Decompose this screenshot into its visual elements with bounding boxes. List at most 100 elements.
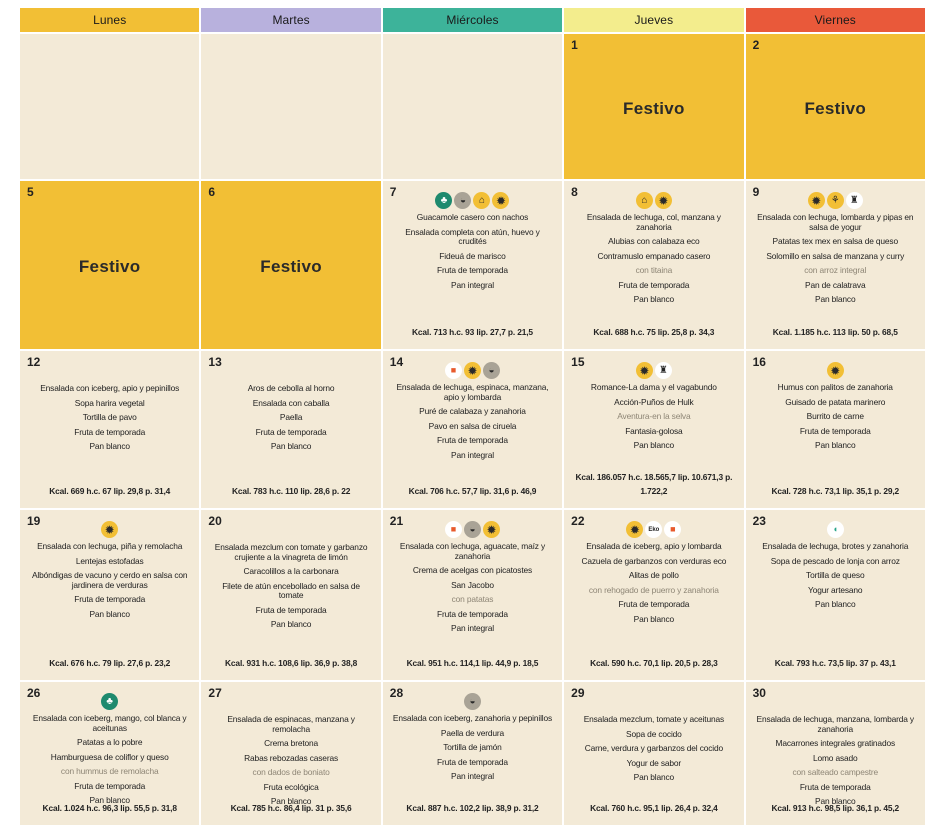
menu-item: Albóndigas de vacuno y cerdo en salsa co… [31,570,188,590]
nutrition-summary: Kcal. 590 h.c. 70,1 lip. 20,5 p. 28,3 [590,658,718,668]
day-cell: 26 ♣ Ensalada con iceberg, mango, col blan… [20,682,200,825]
flag-icon: ■ [664,521,682,538]
menu-item: Fruta de temporada [255,604,327,615]
day-number: 19 [27,514,41,528]
diet-icons: ✹ ⚘ ♜ [746,192,925,209]
nutrition-summary: Kcal. 913 h.c. 98,5 lip. 36,1 p. 45,2 [771,803,900,813]
menu-item: Ensalada de lechuga, espinaca, manzana, … [396,382,549,402]
week-row: 12 Ensalada con iceberg, apio y pepinillo… [20,351,925,508]
menu-list: Ensalada mezclum con tomate y garbanzo c… [211,542,370,630]
sprout-icon: ⚘ [826,192,844,209]
nutrition-summary: Kcal. 676 h.c. 79 lip. 27,6 p. 23,2 [49,658,171,668]
nutrition-summary: Kcal. 186.057 h.c. 18.565,7 lip. 10.671,… [575,472,733,496]
nutrition-summary: Kcal. 688 h.c. 75 lip. 25,8 p. 34,3 [593,327,715,337]
week-row: 19 ✹ Ensalada con lechuga, piña y remolach… [20,510,925,680]
menu-item: San Jacobo [451,579,494,590]
menu-list: Ensalada con lechuga, aguacate, maíz y z… [393,541,552,634]
menu-item: Tortilla de queso [806,570,865,580]
menu-item: Lentejas estofadas [75,555,144,566]
menu-list: Ensalada con lechuga, lombarda y pipas e… [756,212,915,305]
diet-icons: ◒ [383,693,562,710]
flag-icon: ■ [444,362,462,379]
menu-item: Puré de calabaza y zanahoria [419,406,526,416]
menu-item: Ensalada de lechuga, brotes y zanahoria [762,541,909,551]
menu-item: Ensalada con lechuga, piña y remolacha [37,541,183,551]
menu-item: Fruta de temporada [618,599,690,609]
diet-icons: ◖ [746,521,925,538]
menu-item: Carne, verdura y garbanzos del cocido [584,743,724,753]
menu-item: Ensalada con lechuga, lombarda y pipas e… [757,212,914,232]
menu-item: Lomo asado [812,752,858,763]
sun-icon: ✹ [654,192,672,209]
tree-icon: ♣ [101,693,119,710]
nutrition-summary: Kcal. 728 h.c. 73,1 lip. 35,1 p. 29,2 [771,486,900,496]
menu-item: Fruta de temporada [437,756,508,767]
week-row: 5 Festivo 6 Festivo 7 ♣ ◒ ⌂ ✹ Guacamole casero co… [20,181,925,349]
menu-calendar: Lunes Martes Miércoles Jueves Viernes 1 Festi… [20,8,925,825]
bowl-icon: ◒ [454,192,472,209]
empty-day-cell [201,34,381,179]
menu-item: Tortilla de pavo [82,412,137,422]
day-number: 6 [208,185,216,199]
sun-icon: ✹ [807,192,825,209]
day-cell: 12 Ensalada con iceberg, apio y pepinillo… [20,351,200,508]
flag-icon: ■ [444,521,462,538]
menu-item: Fruta de temporada [437,265,508,275]
house-icon: ⌂ [473,192,491,209]
menu-item: Tortilla de jamón [443,742,502,752]
menu-item: Pan blanco [89,795,130,805]
menu-item: Cazuela de garbanzos con verduras eco [581,555,727,566]
menu-item: Patatas tex mex en salsa de queso [772,236,899,246]
sun-icon: ✹ [101,521,119,538]
nutrition-summary: Kcal. 669 h.c. 67 lip. 29,8 p. 31,4 [49,486,171,496]
day-number: 1 [571,38,578,52]
menu-item: Pan integral [451,279,494,290]
menu-item: Yogur artesano [808,584,863,595]
sun-icon: ✹ [482,521,500,538]
menu-item: Alubias con calabaza eco [608,236,700,246]
sun-icon: ✹ [635,362,653,379]
menu-item: Pan blanco [815,294,856,304]
diet-icons: ✹ ♜ [564,362,743,379]
menu-item: Pan blanco [270,441,312,451]
menu-item: Pan blanco [815,440,856,450]
day-number: 15 [571,355,585,369]
menu-item: Pan de calatrava [805,279,866,290]
menu-item: Pan integral [451,771,494,781]
menu-item: Pan blanco [633,440,675,450]
menu-side-dish: con rehogado de puerro y zanahoria [588,584,719,595]
day-cell: 30 Ensalada de lechuga, manzana, lombarda… [745,682,925,825]
menu-item: Ensalada mezclum, tomate y aceitunas [583,714,725,724]
day-number: 27 [208,686,222,700]
day-number: 29 [571,686,585,700]
menu-item: Fruta de temporada [74,780,146,791]
menu-item: Contramuslo empanado casero [597,250,711,261]
menu-list: Ensalada con iceberg, mango, col blanca … [30,713,189,806]
holiday-label: Festivo [623,99,685,118]
menu-item: Ensalada de iceberg, apio y lombarda [586,541,722,551]
menu-item: Pan integral [451,449,494,460]
day-cell: 7 ♣ ◒ ⌂ ✹ Guacamole casero con nachos Ensalada… [382,181,563,349]
menu-item: Ensalada de espinacas, manzana y remolac… [227,714,355,734]
nutrition-summary: Kcal. 760 h.c. 95,1 lip. 26,4 p. 32,4 [590,803,718,813]
day-cell: 15 ✹ ♜ Romance-La dama y el vagabundo Acción… [564,351,744,508]
menu-item: Crema de acelgas con picatostes [412,565,533,575]
menu-item: Fruta de temporada [437,608,508,619]
chef-icon: ♜ [654,362,672,379]
day-number: 26 [27,686,41,700]
day-number: 2 [752,38,760,52]
day-number: 23 [752,514,766,528]
menu-item: Pan blanco [89,608,130,619]
menu-item: Fideuá de marisco [439,250,506,261]
menu-item: Ensalada de lechuga, col, manzana y zana… [586,212,721,232]
diet-icons: ✹ [20,521,199,538]
day-cell: 14 ■ ✹ ◒ Ensalada de lechuga, espinaca, manz… [382,351,563,508]
day-cell: 23 ◖ Ensalada de lechuga, brotes y zanahor… [745,510,925,680]
day-number: 30 [752,686,766,700]
menu-item: Ensalada con iceberg, apio y pepinillos [40,383,180,393]
diet-icons: ✹ Eko ■ [564,521,743,538]
menu-item: Hamburguesa de coliflor y queso [50,751,169,762]
menu-item: Macarrones integrales gratinados [775,738,896,748]
day-cell: 2 Festivo [745,34,925,179]
weekday-header-row: Lunes Martes Miércoles Jueves Viernes [20,8,925,32]
